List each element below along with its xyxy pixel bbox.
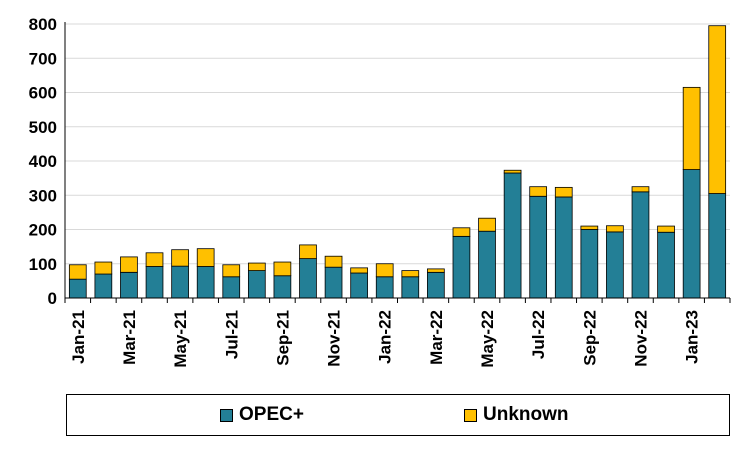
bar-unknown <box>350 267 368 274</box>
bar-unknown <box>708 25 727 194</box>
legend-item-opec: OPEC+ <box>220 404 304 426</box>
y-tick-label: 500 <box>29 118 57 137</box>
bar-unknown <box>145 252 164 267</box>
bar-unknown <box>120 256 138 273</box>
bar-unknown <box>401 270 420 278</box>
bar-unknown <box>196 248 215 267</box>
x-tick-label: Mar-21 <box>120 310 139 365</box>
legend-swatch-opec <box>220 408 233 422</box>
bar-unknown <box>324 255 343 268</box>
bar-unknown <box>171 249 189 267</box>
bar-opec <box>657 231 675 299</box>
y-tick-label: 0 <box>48 289 57 308</box>
bar-opec <box>222 276 241 299</box>
gridlines <box>65 23 730 265</box>
legend-swatch-unknown <box>464 408 477 422</box>
bar-unknown <box>682 86 701 170</box>
y-tick-label: 800 <box>29 15 57 34</box>
axes <box>64 22 731 303</box>
bar-unknown <box>631 186 650 193</box>
bar-opec <box>503 172 522 299</box>
legend-label-opec: OPEC+ <box>239 404 304 425</box>
bar-unknown <box>478 217 496 232</box>
bar-unknown <box>222 264 241 278</box>
y-tick-label: 300 <box>29 186 57 205</box>
y-tick-label: 400 <box>29 152 57 171</box>
legend: OPEC+ Unknown <box>66 394 730 436</box>
bar-unknown <box>657 225 675 233</box>
bar-unknown <box>68 264 87 280</box>
x-tick-label: Jan-23 <box>683 310 702 364</box>
bar-unknown <box>247 262 266 271</box>
bar-opec <box>427 271 445 299</box>
bar-opec <box>196 266 215 299</box>
x-tick-label: Jul-22 <box>529 310 548 359</box>
bar-opec <box>529 195 548 299</box>
y-tick-label: 200 <box>29 221 57 240</box>
bar-opec <box>631 191 650 299</box>
x-tick-label: May-21 <box>171 310 190 368</box>
y-tick-label: 700 <box>29 49 57 68</box>
bar-opec <box>401 276 420 299</box>
bar-unknown <box>452 227 471 237</box>
bar-opec <box>452 235 471 299</box>
bar-unknown <box>606 225 624 233</box>
bar-opec <box>580 229 599 299</box>
bar-opec <box>708 193 727 299</box>
bar-opec <box>120 271 138 299</box>
bar-unknown <box>273 261 292 277</box>
bar-unknown <box>375 263 394 278</box>
x-tick-label: Sep-21 <box>273 310 292 366</box>
bar-unknown <box>580 225 599 230</box>
x-tick-label: Jan-21 <box>69 310 88 364</box>
bar-unknown <box>427 268 445 273</box>
bar-opec <box>171 265 189 299</box>
bar-opec <box>299 258 317 299</box>
bar-opec <box>682 169 701 299</box>
x-tick-label: May-22 <box>478 310 497 368</box>
bar-unknown <box>529 186 548 197</box>
bar-unknown <box>554 186 573 198</box>
bar-opec <box>68 278 87 299</box>
bar-opec <box>478 230 496 299</box>
bar-unknown <box>299 244 317 260</box>
bar-opec <box>554 196 573 299</box>
x-tick-label: Jul-21 <box>222 310 241 359</box>
bar-opec <box>324 266 343 299</box>
x-tick-label: Jan-22 <box>376 310 395 364</box>
legend-item-unknown: Unknown <box>464 404 569 426</box>
bar-opec <box>350 272 368 299</box>
bars <box>68 25 727 299</box>
bar-opec <box>606 231 624 299</box>
bar-opec <box>273 275 292 299</box>
x-tick-label: Sep-22 <box>580 310 599 366</box>
x-tick-label: Mar-22 <box>427 310 446 365</box>
x-tick-label: Nov-21 <box>325 310 344 367</box>
bar-opec <box>375 276 394 299</box>
bar-unknown <box>503 169 522 174</box>
bar-unknown <box>94 261 113 275</box>
y-tick-label: 100 <box>29 255 57 274</box>
bar-opec <box>145 266 164 299</box>
x-tick-labels: Jan-21 Mar-21 May-21 Jul-21 Sep-21 Nov-21 Jan-… <box>69 310 702 368</box>
x-tick-label: Nov-22 <box>631 310 650 367</box>
bar-opec <box>247 270 266 299</box>
y-tick-label: 600 <box>29 84 57 103</box>
y-tick-labels: 0 100 200 300 400 500 600 700 800 <box>29 15 57 308</box>
bar-opec <box>94 273 113 299</box>
legend-label-unknown: Unknown <box>483 404 569 425</box>
